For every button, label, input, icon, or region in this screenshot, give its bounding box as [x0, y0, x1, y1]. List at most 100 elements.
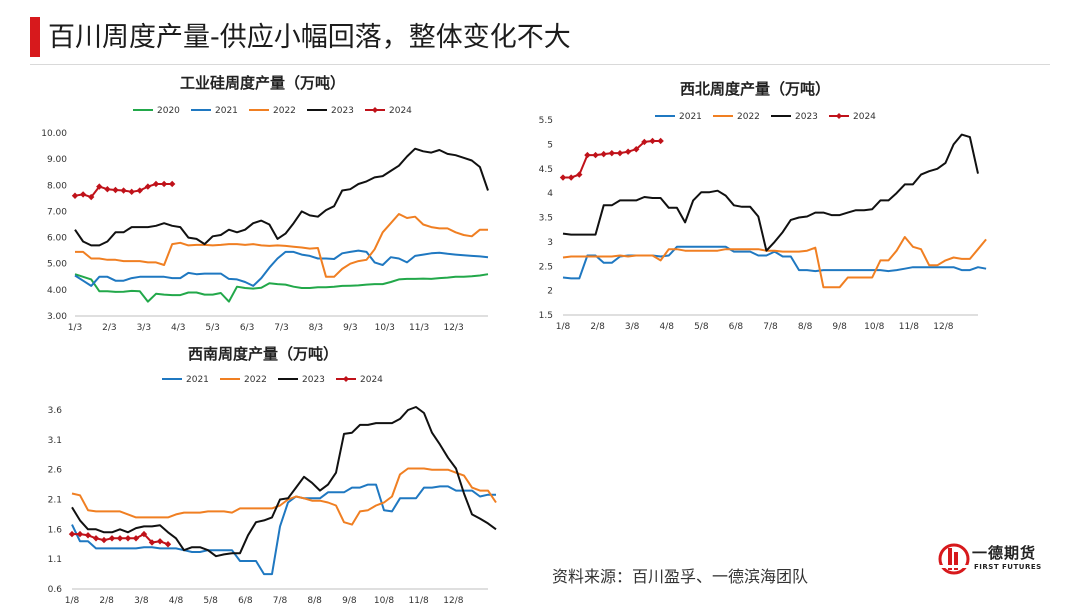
y-tick-label: 3.00 — [47, 312, 67, 322]
data-point-2024 — [140, 530, 148, 538]
data-point-2024 — [576, 171, 583, 178]
x-tick-label: 5/8 — [694, 322, 709, 332]
y-tick-label: 3 — [547, 238, 553, 248]
data-point-2024 — [71, 192, 79, 199]
x-tick-label: 9/3 — [343, 323, 357, 333]
y-tick-label: 2.1 — [48, 496, 62, 506]
x-tick-label: 4/8 — [169, 596, 184, 606]
series-line-2021 — [71, 483, 496, 576]
data-point-2024 — [79, 191, 87, 198]
data-point-2024 — [112, 186, 119, 194]
series-line-2021 — [74, 249, 489, 287]
y-tick-label: 4.5 — [539, 165, 553, 175]
y-tick-label: 6.00 — [47, 234, 67, 244]
x-tick-label: 2/8 — [590, 322, 605, 332]
data-point-2024 — [76, 530, 84, 538]
y-tick-label: 1.6 — [48, 525, 63, 535]
x-tick-label: 1/8 — [65, 596, 80, 606]
data-point-2024 — [584, 151, 591, 159]
data-point-2024 — [92, 535, 100, 542]
data-point-2024 — [128, 188, 135, 196]
data-point-2024 — [600, 150, 607, 158]
x-tick-label: 11/8 — [409, 596, 429, 606]
title-divider — [30, 64, 1050, 65]
legend-label-2022: 2022 — [737, 112, 760, 122]
x-tick-label: 3/3 — [137, 323, 151, 333]
series-line-2022 — [75, 213, 488, 278]
legend-label-2023: 2023 — [331, 106, 354, 116]
data-point-2024 — [168, 180, 176, 188]
y-tick-label: 5.5 — [539, 116, 553, 126]
x-tick-label: 6/8 — [729, 322, 744, 332]
x-tick-label: 5/3 — [205, 323, 219, 333]
data-point-2024 — [649, 137, 656, 145]
x-tick-label: 4/3 — [171, 323, 185, 333]
y-tick-label: 3.6 — [48, 406, 63, 416]
data-point-2024 — [559, 174, 567, 181]
x-tick-label: 6/3 — [240, 323, 254, 333]
data-point-2024 — [87, 193, 95, 201]
logo-en-text: FIRST FUTURES — [974, 563, 1042, 571]
data-point-2024 — [160, 180, 168, 188]
data-point-2024 — [108, 535, 116, 542]
data-point-2024 — [132, 535, 140, 542]
x-tick-label: 7/8 — [763, 322, 778, 332]
y-tick-label: 2 — [547, 287, 553, 297]
x-tick-label: 7/8 — [273, 596, 288, 606]
y-tick-label: 4.00 — [47, 286, 67, 296]
series-line-2022 — [71, 467, 497, 526]
legend-label-2023: 2023 — [302, 375, 325, 385]
x-tick-label: 12/3 — [443, 323, 463, 333]
company-logo: 一德期货 FIRST FUTURES — [938, 540, 1048, 580]
x-tick-label: 6/8 — [238, 596, 253, 606]
legend-marker-2024 — [372, 107, 378, 113]
logo-cn-text: 一德期货 — [972, 544, 1037, 562]
legend-label-2021: 2021 — [215, 106, 238, 116]
y-tick-label: 2.5 — [539, 262, 553, 272]
legend-label-2021: 2021 — [679, 112, 702, 122]
series-line-2023 — [71, 406, 497, 558]
title-accent-bar — [30, 17, 40, 57]
legend-marker-2024 — [836, 113, 842, 119]
x-tick-label: 8/8 — [307, 596, 322, 606]
data-point-2024 — [624, 148, 632, 155]
data-point-2024 — [164, 541, 172, 548]
x-tick-label: 11/8 — [899, 322, 919, 332]
x-tick-label: 10/8 — [864, 322, 884, 332]
x-tick-label: 8/8 — [798, 322, 813, 332]
y-tick-label: 8.00 — [47, 181, 67, 191]
x-tick-label: 11/3 — [409, 323, 429, 333]
x-tick-label: 1/8 — [556, 322, 571, 332]
x-tick-label: 4/8 — [660, 322, 675, 332]
x-tick-label: 10/8 — [374, 596, 394, 606]
data-point-2024 — [116, 535, 124, 542]
chart-title-industrial-silicon: 工业硅周度产量（万吨） — [180, 74, 346, 92]
x-tick-label: 3/8 — [625, 322, 640, 332]
chart-title-southwest: 西南周度产量（万吨） — [188, 345, 339, 363]
y-tick-label: 1.1 — [48, 555, 62, 565]
series-line-2023 — [562, 133, 979, 252]
x-tick-label: 2/8 — [99, 596, 114, 606]
x-tick-label: 7/3 — [274, 323, 288, 333]
y-tick-label: 0.6 — [48, 585, 63, 595]
x-tick-label: 9/8 — [832, 322, 847, 332]
page-title: 百川周度产量-供应小幅回落，整体变化不大 — [48, 22, 571, 53]
legend-label-2024: 2024 — [853, 112, 876, 122]
data-point-2024 — [657, 137, 664, 145]
legend-marker-2024 — [343, 376, 349, 382]
logo-emblem-icon — [938, 543, 970, 575]
chart-title-northwest: 西北周度产量（万吨） — [680, 80, 831, 98]
series-line-2022 — [562, 236, 987, 289]
data-point-2024 — [633, 146, 640, 153]
data-point-2024 — [156, 538, 164, 545]
data-point-2024 — [641, 138, 648, 146]
legend-label-2023: 2023 — [795, 112, 818, 122]
y-tick-label: 5 — [547, 140, 553, 150]
series-line-2023 — [74, 147, 489, 247]
series-line-2020 — [74, 273, 489, 303]
data-point-2024 — [96, 183, 103, 190]
y-tick-label: 2.6 — [48, 466, 63, 476]
